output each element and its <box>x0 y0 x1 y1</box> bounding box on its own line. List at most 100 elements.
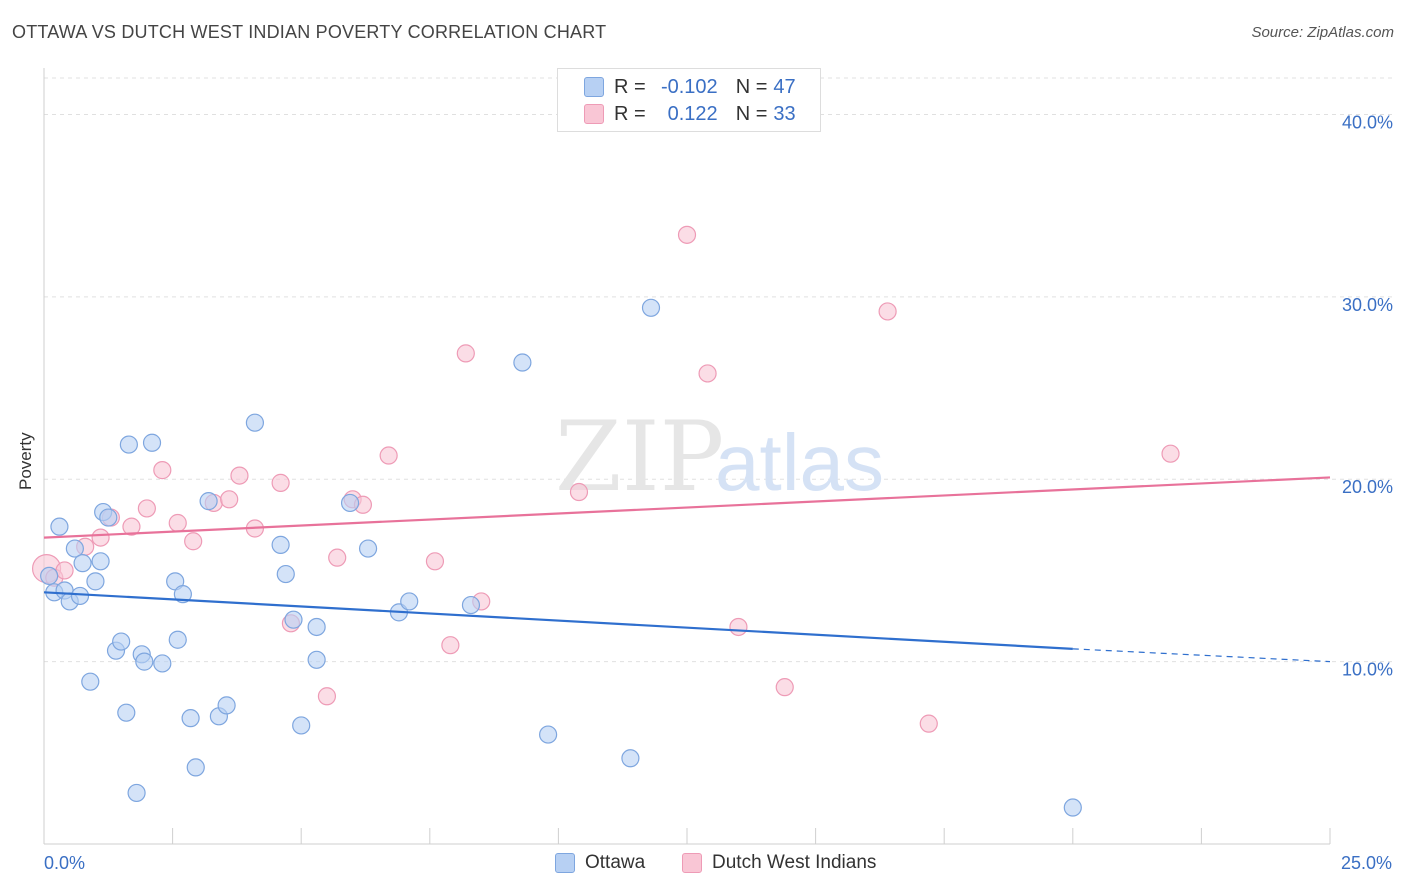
n-label: N = <box>735 75 768 98</box>
dwi-point-4 <box>91 528 110 547</box>
ottawa-point-19 <box>135 652 154 671</box>
ottawa-point-45 <box>641 298 661 317</box>
ottawa-trend-line <box>43 591 1073 650</box>
ottawa-point-14 <box>112 632 131 651</box>
grid-lines <box>44 77 1395 663</box>
y-tick-label-40: 40.0% <box>1342 112 1393 132</box>
ottawa-point-0 <box>40 566 59 586</box>
ottawa-swatch <box>584 77 604 97</box>
r-label: R = <box>614 75 646 98</box>
n-label: N = <box>735 102 768 125</box>
ottawa-point-32 <box>276 564 295 584</box>
ottawa-point-38 <box>358 539 378 558</box>
dwi-point-10 <box>184 532 203 551</box>
ottawa-point-6 <box>70 586 90 606</box>
ottawa-point-20 <box>142 433 162 452</box>
y-tick-label-30: 30.0% <box>1342 295 1393 315</box>
ottawa-point-33 <box>284 610 303 629</box>
stats-row-ottawa: R = -0.102 N = 47 <box>558 73 796 101</box>
ottawa-point-36 <box>307 650 326 669</box>
ottawa-trend-extension <box>1072 648 1331 663</box>
dwi-point-17 <box>317 687 337 706</box>
ottawa-point-21 <box>153 654 172 673</box>
dwi-point-15 <box>271 473 290 492</box>
legend-item-dwi[interactable]: Dutch West Indians <box>682 852 876 874</box>
ottawa-point-9 <box>86 572 105 591</box>
source-label: Source: ZipAtlas.com <box>1251 24 1394 41</box>
y-tick-labels: 10.0% 20.0% 30.0% 40.0% <box>1342 112 1393 679</box>
x-tick-min: 0.0% <box>44 853 86 873</box>
series-ottawa-points <box>40 298 1082 817</box>
dwi-point-24 <box>456 344 475 363</box>
x-tick-max: 25.0% <box>1340 853 1392 873</box>
dwi-point-2 <box>55 561 74 580</box>
ottawa-point-41 <box>461 595 481 615</box>
dwi-point-7 <box>137 499 156 518</box>
dwi-point-6 <box>122 517 141 536</box>
ottawa-point-2 <box>50 517 69 536</box>
dwi-point-23 <box>441 636 460 655</box>
dwi-point-22 <box>425 552 445 571</box>
dwi-point-8 <box>153 461 172 480</box>
dwi-point-31 <box>878 302 897 321</box>
dwi-point-30 <box>775 678 794 697</box>
watermark: ZIP atlas <box>555 401 884 513</box>
ottawa-legend-swatch <box>555 853 575 873</box>
dwi-point-27 <box>677 225 697 244</box>
ottawa-point-46 <box>1063 798 1082 817</box>
trend-lines <box>43 476 1331 663</box>
ottawa-point-7 <box>73 554 92 573</box>
ottawa-point-35 <box>307 617 326 637</box>
stats-legend: R = -0.102 N = 47 R = 0.122 N = 33 <box>557 68 821 132</box>
dwi-legend-swatch <box>682 853 702 873</box>
ottawa-point-16 <box>119 435 138 454</box>
dwi-point-26 <box>569 482 589 502</box>
ottawa-point-29 <box>217 696 236 715</box>
r-value-dwi: 0.122 <box>667 102 718 125</box>
dwi-point-18 <box>328 548 347 567</box>
dwi-swatch <box>584 104 604 124</box>
legend-label-dwi: Dutch West Indians <box>712 852 877 873</box>
ottawa-point-37 <box>340 493 360 513</box>
r-value-ottawa: -0.102 <box>660 75 718 98</box>
legend-label-ottawa: Ottawa <box>585 852 646 873</box>
ottawa-point-24 <box>173 585 192 604</box>
dwi-point-32 <box>919 714 938 733</box>
ottawa-point-12 <box>99 508 118 527</box>
dwi-point-13 <box>230 466 249 485</box>
series-legend: Ottawa Dutch West Indians <box>0 852 1406 876</box>
ottawa-point-31 <box>271 535 290 554</box>
dwi-point-9 <box>168 513 187 533</box>
ottawa-point-26 <box>186 758 205 777</box>
stats-row-dwi: R = 0.122 N = 33 <box>558 100 796 128</box>
watermark-atlas: atlas <box>715 418 884 507</box>
dwi-point-21 <box>379 446 398 465</box>
ottawa-point-15 <box>117 703 136 722</box>
ottawa-point-44 <box>621 749 640 768</box>
legend-item-ottawa[interactable]: Ottawa <box>555 852 645 874</box>
y-tick-label-10: 10.0% <box>1342 660 1393 680</box>
dwi-point-28 <box>698 364 717 383</box>
dwi-point-12 <box>220 490 239 509</box>
ottawa-point-17 <box>127 783 146 803</box>
dwi-trend-line <box>43 476 1331 539</box>
ottawa-point-34 <box>292 716 311 735</box>
ottawa-point-25 <box>181 709 200 728</box>
ottawa-point-23 <box>168 630 187 649</box>
y-tick-label-20: 20.0% <box>1342 477 1393 497</box>
ottawa-point-30 <box>245 413 265 432</box>
dwi-point-29 <box>729 617 748 637</box>
ottawa-point-5 <box>65 539 84 558</box>
ottawa-point-10 <box>91 552 110 571</box>
ottawa-point-43 <box>539 725 558 744</box>
axes <box>43 68 1331 845</box>
n-value-dwi: 33 <box>773 102 796 125</box>
ottawa-point-42 <box>513 353 532 372</box>
n-value-ottawa: 47 <box>773 75 796 98</box>
ottawa-point-8 <box>81 672 100 691</box>
r-label: R = <box>614 102 646 125</box>
ottawa-point-40 <box>400 592 419 611</box>
chart-title: OTTAWA VS DUTCH WEST INDIAN POVERTY CORR… <box>12 22 607 42</box>
ottawa-point-27 <box>199 492 218 511</box>
